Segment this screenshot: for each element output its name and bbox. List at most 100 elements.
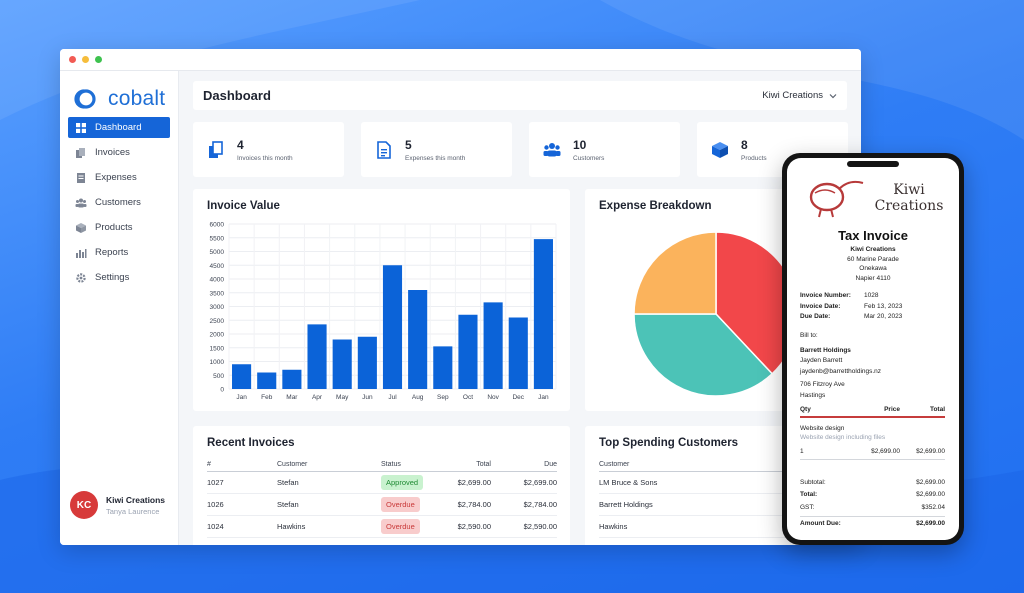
invoice-date-label: Invoice Date: xyxy=(800,302,841,310)
company-name: Kiwi Creations xyxy=(850,246,896,253)
table-row[interactable]: Hawkins xyxy=(599,515,799,538)
table-row[interactable]: LM Bruce & Sons xyxy=(599,471,799,494)
x-tick-label: Feb xyxy=(261,394,273,401)
y-tick-label: 6000 xyxy=(210,222,225,229)
brand-line-2: Creations xyxy=(874,198,944,214)
sidebar-item-label: Dashboard xyxy=(95,122,142,133)
gear-icon xyxy=(75,272,87,284)
maximize-window-button[interactable] xyxy=(95,56,102,63)
table-row[interactable]: 1024 Hawkins Overdue $2,590.00 $2,590.00 xyxy=(207,515,557,538)
sidebar-item-products[interactable]: Products xyxy=(68,217,170,238)
brand-line-1: Kiwi xyxy=(893,182,925,198)
stat-card-invoices[interactable]: 4 Invoices this month xyxy=(193,122,344,177)
invoice-value-chart: 0 500 1000 1500 2000 2500 3000 3500 4000 4500 5000… xyxy=(210,222,557,401)
products-icon xyxy=(75,222,87,234)
top-customers-table: Customer LM Bruce & Sons Barrett Holding… xyxy=(599,461,799,538)
expenses-icon xyxy=(377,140,391,159)
company-address-2: Onekawa xyxy=(859,265,887,272)
col-price: Price xyxy=(884,406,900,413)
products-icon xyxy=(712,141,728,158)
status-badge: Overdue xyxy=(381,519,420,534)
pie-slice xyxy=(633,231,717,315)
bar xyxy=(232,364,252,389)
cobalt-logo[interactable]: cobalt xyxy=(60,71,178,117)
sidebar-item-reports[interactable]: Reports xyxy=(68,242,170,263)
minimize-window-button[interactable] xyxy=(82,56,89,63)
table-row[interactable]: 1026 Stefan Overdue $2,784.00 $2,784.00 xyxy=(207,493,557,516)
stat-label: Customers xyxy=(573,154,605,162)
company-address-3: Napier 4110 xyxy=(855,274,891,282)
invoice-number: 1024 xyxy=(207,515,277,538)
customer-name: LM Bruce & Sons xyxy=(599,471,799,494)
table-row[interactable]: Barrett Holdings xyxy=(599,493,799,516)
sidebar-item-dashboard[interactable]: Dashboard xyxy=(68,117,170,138)
stat-card-expenses[interactable]: 5 Expenses this month xyxy=(361,122,512,177)
logo-text: cobalt xyxy=(108,87,166,110)
invoice-title: Tax Invoice xyxy=(838,228,908,243)
due-date-label: Due Date: xyxy=(800,313,831,320)
table-row[interactable]: 1027 Stefan Approved $2,699.00 $2,699.00 xyxy=(207,471,557,494)
y-tick-label: 4000 xyxy=(210,277,225,284)
col-qty: Qty xyxy=(800,406,811,413)
bar xyxy=(332,339,352,389)
y-tick-label: 500 xyxy=(213,373,224,380)
bar xyxy=(458,314,478,389)
stat-value: 8 xyxy=(741,137,748,152)
company-select[interactable]: Kiwi Creations xyxy=(762,90,837,101)
x-tick-label: Jul xyxy=(388,394,397,401)
item-price: $2,699.00 xyxy=(871,448,900,455)
x-tick-label: Mar xyxy=(286,394,298,401)
item-name: Website design xyxy=(800,425,845,432)
invoice-total: $2,590.00 xyxy=(443,515,491,538)
x-tick-label: Oct xyxy=(463,394,473,401)
bar xyxy=(483,302,503,389)
invoice-items: Qty Price Total Website design Website d… xyxy=(800,406,945,460)
item-description: Website design Website design including … xyxy=(800,424,945,442)
bar xyxy=(408,290,428,389)
x-tick-label: May xyxy=(336,394,349,401)
close-window-button[interactable] xyxy=(69,56,76,63)
bar xyxy=(382,265,403,389)
invoice-total: $2,784.00 xyxy=(443,493,491,516)
avatar: KC xyxy=(70,491,98,519)
col-customer: Customer xyxy=(599,461,799,472)
grid-icon xyxy=(75,122,87,134)
sidebar-item-settings[interactable]: Settings xyxy=(68,267,170,288)
col-status: Status xyxy=(381,461,443,472)
y-tick-label: 1500 xyxy=(210,345,225,352)
y-tick-label: 4500 xyxy=(210,263,225,270)
user-profile[interactable]: KC Kiwi Creations Tanya Laurence xyxy=(70,491,165,519)
subtotal-label: Subtotal: xyxy=(800,478,826,486)
x-tick-label: Jan xyxy=(538,394,549,401)
sidebar-item-expenses[interactable]: Expenses xyxy=(68,167,170,188)
invoice-meta: Invoice Number: 1028 Invoice Date: Feb 13,… xyxy=(800,291,902,323)
invoice-total: $2,699.00 xyxy=(443,471,491,494)
y-tick-label: 3500 xyxy=(210,290,225,297)
y-tick-label: 2000 xyxy=(210,332,225,339)
sidebar-item-customers[interactable]: Customers xyxy=(68,192,170,213)
x-tick-label: Apr xyxy=(312,394,323,401)
page-header: Dashboard Kiwi Creations xyxy=(193,81,847,110)
sidebar-item-label: Expenses xyxy=(95,172,137,183)
gst-label: GST: xyxy=(800,503,815,511)
item-qty: 1 xyxy=(800,448,804,455)
customers-icon xyxy=(75,197,87,209)
bar xyxy=(433,346,453,389)
user-subtitle: Tanya Laurence xyxy=(106,506,160,516)
stat-card-customers[interactable]: 10 Customers xyxy=(529,122,680,177)
customer-name: Hawkins xyxy=(599,515,799,538)
x-tick-label: Nov xyxy=(487,394,499,401)
sidebar-item-invoices[interactable]: Invoices xyxy=(68,142,170,163)
kiwi-bird-logo xyxy=(809,180,864,218)
bar xyxy=(508,317,528,389)
sidebar-item-label: Invoices xyxy=(95,147,130,158)
stat-card-products[interactable]: 8 Products xyxy=(697,122,848,177)
invoice-value-card: Invoice Value 0 500 1000 1500 2000 2500 3000 35… xyxy=(193,189,570,411)
y-tick-label: 1000 xyxy=(210,359,225,366)
invoice-company-block: Kiwi Creations 60 Marine Parade Onekawa … xyxy=(787,245,959,283)
bar xyxy=(257,372,277,389)
invoices-icon xyxy=(75,147,87,159)
phone-notch xyxy=(847,161,899,167)
status-badge: Overdue xyxy=(381,497,420,512)
x-tick-label: Sep xyxy=(437,394,449,401)
